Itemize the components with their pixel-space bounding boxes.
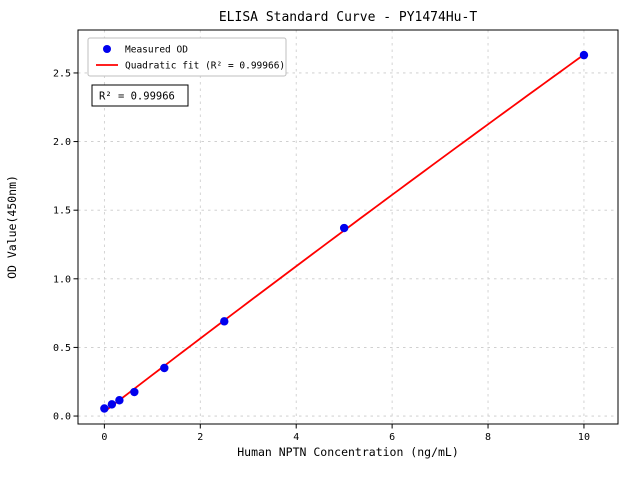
legend-label-quadratic-fit: Quadratic fit (R² = 0.99966) <box>125 61 285 72</box>
measured-od-point <box>579 50 589 60</box>
grid-layer <box>78 30 618 424</box>
y-tick-label: 0.5 <box>53 343 71 354</box>
x-tick-label: 0 <box>101 432 107 443</box>
measured-od-point <box>100 404 109 413</box>
y-axis-label: OD Value(450nm) <box>5 175 19 279</box>
r-squared-annotation: R² = 0.99966 <box>91 84 189 107</box>
measured-od-point <box>220 317 229 326</box>
legend-box <box>87 37 287 77</box>
measured-od-point <box>107 400 117 409</box>
r-squared-box <box>91 84 189 107</box>
measured-od-point <box>160 363 169 373</box>
x-tick-label: 10 <box>578 432 590 443</box>
x-tick-label: 2 <box>197 432 203 443</box>
y-tick-label: 0.0 <box>53 412 71 423</box>
x-tick-label: 4 <box>293 432 299 443</box>
x-tick-label: 6 <box>389 432 395 443</box>
chart-title: ELISA Standard Curve - PY1474Hu-T <box>219 10 477 25</box>
measured-od-point <box>115 396 124 405</box>
legend: Measured OD Quadratic fit (R² = 0.99966) <box>87 37 287 77</box>
series-layer <box>100 50 589 413</box>
x-axis-label: Human NPTN Concentration (ng/mL) <box>237 445 459 459</box>
measured-od-point <box>130 387 139 397</box>
y-tick-label: 2.5 <box>53 68 71 79</box>
legend-label-measured-od: Measured OD <box>125 45 188 56</box>
axes-layer: 0 2 4 6 8 10 0.0 0.5 1.0 1.5 2.0 2.5 <box>53 29 619 443</box>
r-squared-text: R² = 0.99966 <box>99 91 175 103</box>
y-tick-label: 1.0 <box>53 274 71 285</box>
x-tick-label: 8 <box>485 432 491 443</box>
y-tick-label: 1.5 <box>53 206 71 217</box>
plot-border <box>77 29 619 425</box>
measured-od-point <box>339 223 349 233</box>
quadratic-fit-line <box>103 53 585 413</box>
y-tick-label: 2.0 <box>53 137 71 148</box>
legend-marker-measured-od <box>103 45 111 53</box>
